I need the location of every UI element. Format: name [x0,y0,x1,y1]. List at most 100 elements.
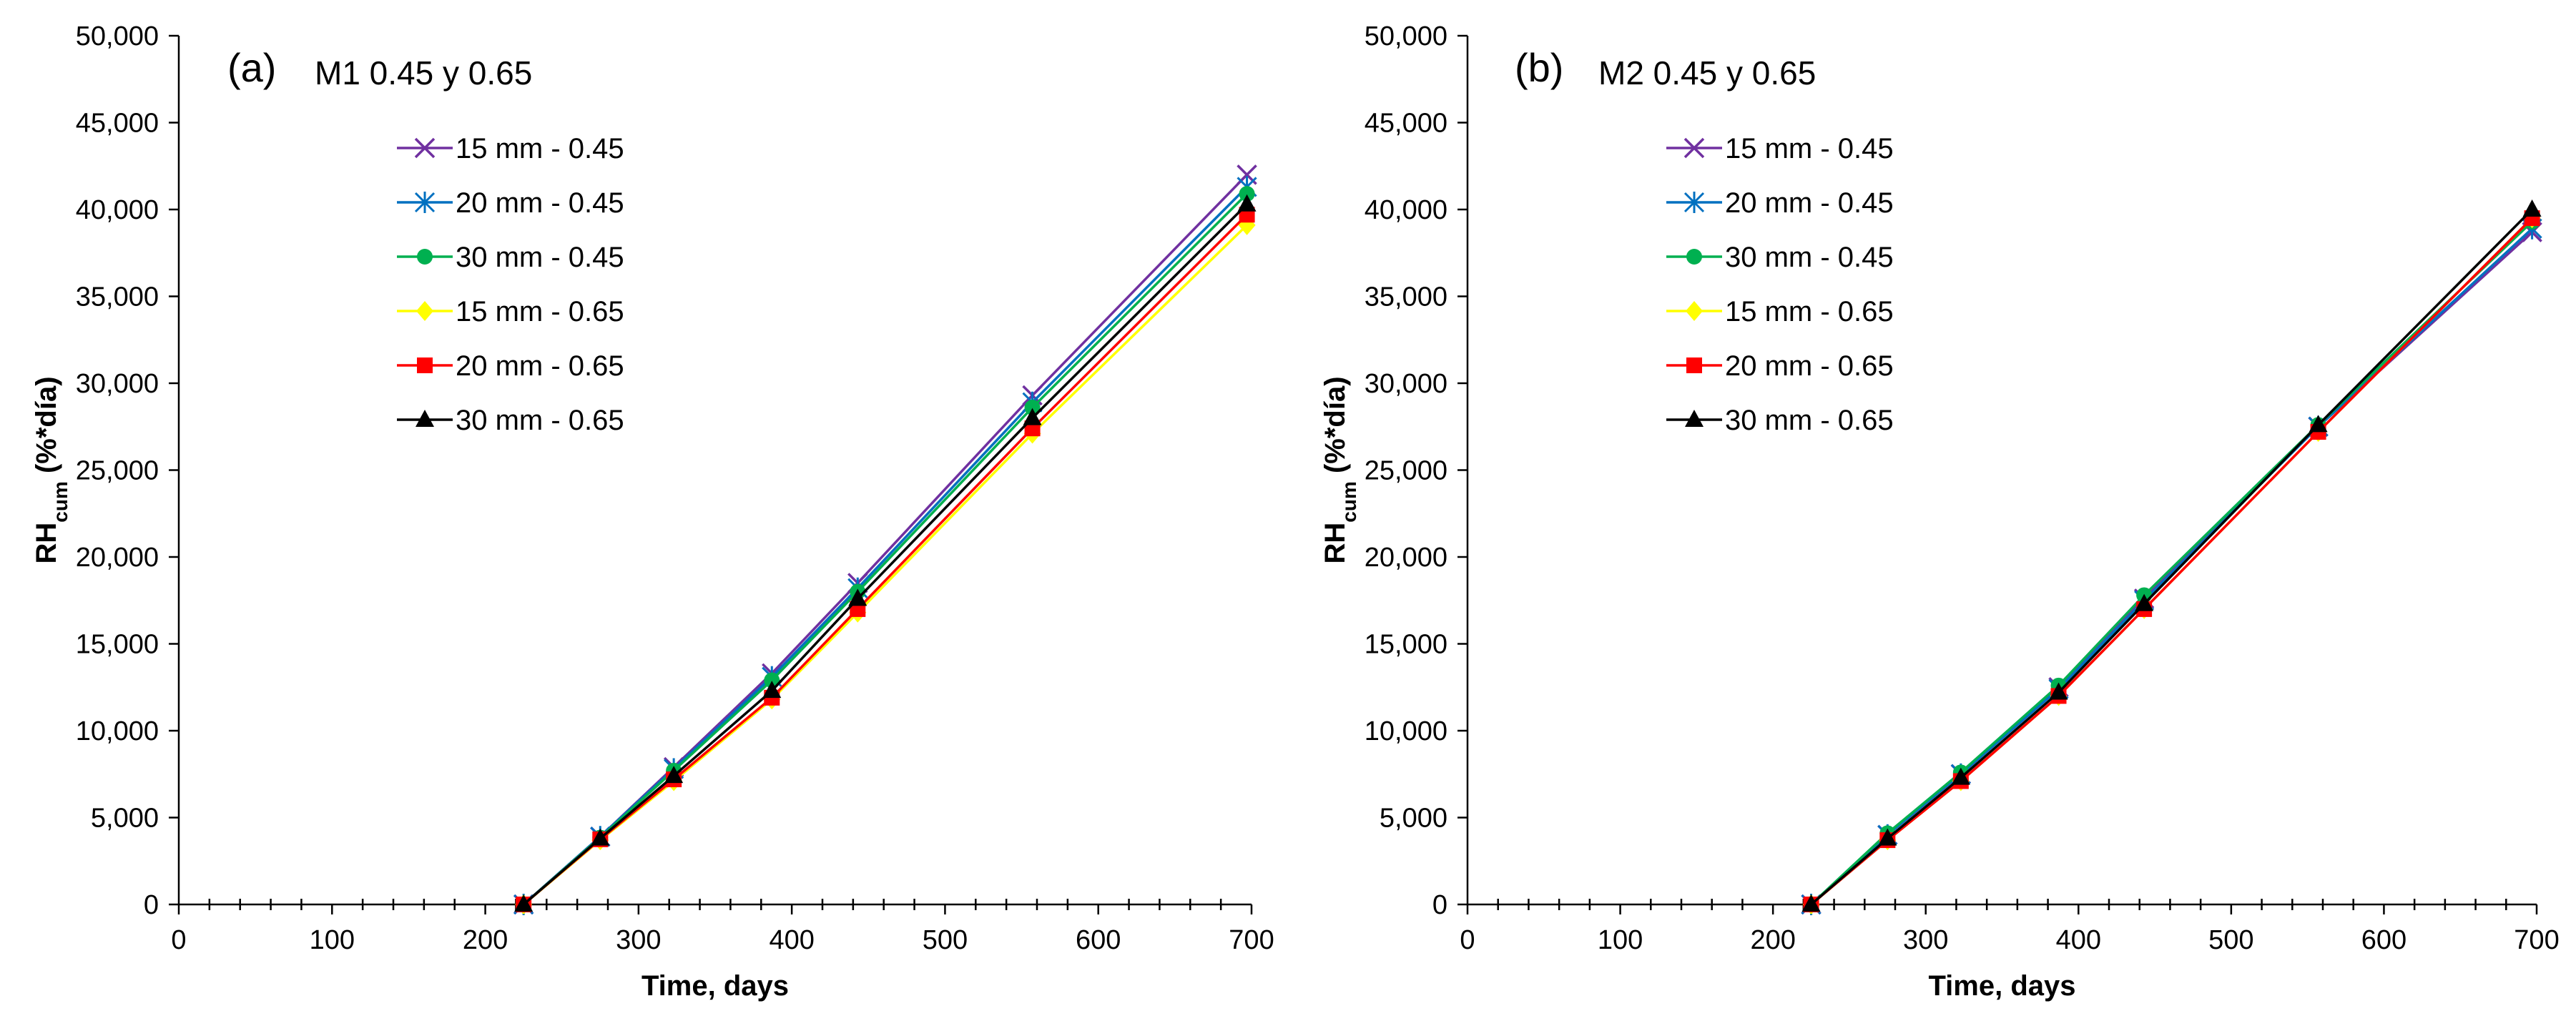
legend: 15 mm - 0.45 20 mm - 0.45 30 mm - 0.45 15 m… [397,133,624,436]
y-tick-label: 20,000 [1365,543,1447,573]
series-line [522,174,1248,906]
series-3 [516,186,1255,912]
y-tick-label: 15,000 [1365,630,1447,660]
legend-item: 15 mm - 0.45 [397,133,624,164]
legend-label: 20 mm - 0.45 [1725,187,1894,219]
series-line [1810,217,2533,906]
y-tick-label: 25,000 [76,456,159,486]
y-tick-label: 50,000 [76,21,159,51]
legend-swatch-marker [1685,410,1704,427]
y-tick-label: 40,000 [76,195,159,225]
panel-label: (b) [1515,45,1563,90]
data-point [762,681,782,699]
x-tick-label: 300 [1903,925,1948,955]
legend-label: 30 mm - 0.65 [1725,405,1894,436]
x-tick-label: 0 [171,925,186,955]
data-point [664,766,684,784]
legend-swatch-marker-stroke-b [414,137,436,159]
y-axis-title-units: (%*día) [31,376,62,481]
series-line [1810,208,2533,906]
x-axis-title: Time, days [641,970,789,1002]
x-tick-label: 700 [2514,925,2559,955]
legend-item: 30 mm - 0.45 [1666,242,1894,273]
data-point [1878,828,1897,846]
legend-swatch-marker [416,410,434,427]
legend-item: 30 mm - 0.65 [1666,405,1894,436]
legend-item: 15 mm - 0.65 [1666,296,1894,327]
data-point [1801,894,1821,912]
legend-item: 15 mm - 0.65 [397,296,624,327]
y-tick-label: 5,000 [91,804,159,834]
x-axis-title: Time, days [1928,970,2075,1002]
legend-item: 20 mm - 0.45 [397,187,624,219]
y-tick-label: 10,000 [76,716,159,746]
data-point [591,828,610,846]
legend-swatch-marker [1686,301,1703,321]
y-tick-label: 35,000 [76,282,159,312]
data-point [1023,408,1042,425]
legend-label: 15 mm - 0.45 [456,133,624,164]
y-tick-label: 5,000 [1380,804,1447,834]
x-tick-label: 0 [1460,925,1475,955]
x-tick-label: 500 [923,925,968,955]
data-point [514,894,534,912]
data-point [1237,194,1257,212]
legend-label: 20 mm - 0.65 [1725,350,1894,382]
series-3 [1803,214,2540,912]
series-line [1810,220,2533,906]
series-line [522,192,1248,906]
series-6 [1801,199,2542,912]
series-line [1810,227,2533,906]
legend-item: 15 mm - 0.45 [1666,133,1894,164]
series-line [522,186,1248,906]
panel-label: (a) [227,45,276,90]
data-point [2522,199,2542,217]
y-axis-title: RHcum (%*día) [1319,376,1360,563]
legend-swatch-marker [417,357,433,373]
y-tick-label: 20,000 [76,543,159,573]
x-tick-label: 300 [616,925,661,955]
legend-item: 20 mm - 0.65 [397,350,624,382]
y-tick-label: 45,000 [1365,109,1447,139]
x-tick-label: 600 [1076,925,1121,955]
series-5 [1803,210,2540,912]
legend-label: 30 mm - 0.65 [456,405,624,436]
y-tick-label: 35,000 [1365,282,1447,312]
legend-item: 30 mm - 0.65 [397,405,624,436]
legend-label: 20 mm - 0.45 [456,187,624,219]
y-tick-label: 25,000 [1365,456,1447,486]
legend-label: 15 mm - 0.45 [1725,133,1894,164]
series-2 [513,176,1257,915]
series-1 [513,164,1257,915]
legend-item: 30 mm - 0.45 [397,242,624,273]
data-point [848,588,867,606]
x-tick-label: 100 [310,925,355,955]
data-point [1951,767,1970,785]
x-tick-label: 200 [463,925,508,955]
y-tick-label: 0 [144,890,159,920]
legend-label: 30 mm - 0.45 [456,242,624,273]
data-point [764,672,780,689]
series-6 [514,194,1257,912]
panel-title: M2 0.45 y 0.65 [1598,54,1816,92]
y-tick-label: 30,000 [1365,369,1447,399]
series-4 [515,214,1256,914]
y-axis-title: RHcum (%*día) [31,376,72,563]
series-line [1810,217,2533,906]
data-point [2309,415,2328,433]
data-point [2135,593,2154,611]
x-tick-label: 500 [2208,925,2253,955]
y-tick-label: 45,000 [76,109,159,139]
series-2 [1801,217,2542,915]
data-point [1239,186,1255,202]
y-axis-title-subscript: cum [1338,481,1360,523]
series-line [523,224,1248,906]
x-tick-label: 100 [1598,925,1643,955]
y-tick-label: 50,000 [1365,21,1447,51]
legend-item: 20 mm - 0.45 [1666,187,1894,219]
legend-swatch-marker [417,249,433,265]
y-axis-title-units: (%*día) [1319,376,1351,481]
y-axis-title-main: RH [31,523,62,564]
